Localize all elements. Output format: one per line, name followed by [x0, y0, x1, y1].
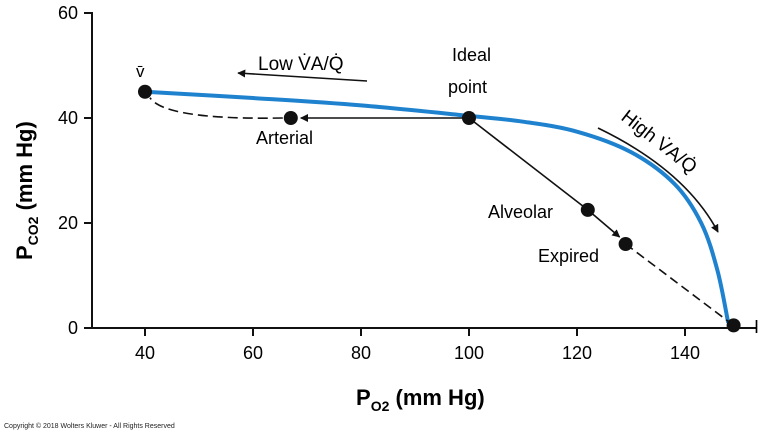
- label-expired: Expired: [538, 246, 599, 266]
- label-high-va-q: High V̇A/Q̇: [617, 106, 701, 178]
- expired-to-inspired-dashed-line: [625, 243, 735, 327]
- y-axis-title: PCO2 (mm Hg): [12, 121, 41, 260]
- low-va-q-arrow: [237, 69, 368, 82]
- label-low-va-q: Low V̇A/Q̇: [258, 54, 344, 75]
- ideal-to-alveolar-line: [468, 117, 589, 211]
- y-tick-label: 60: [58, 3, 78, 23]
- expired-point: [618, 237, 633, 251]
- label-inspired: I: [754, 317, 759, 337]
- ideal-point: [462, 111, 476, 125]
- y-tick-label: 20: [58, 213, 78, 233]
- y-tick-label: 40: [58, 108, 78, 128]
- label-arterial: Arterial: [256, 128, 313, 148]
- y-tick-label: 0: [68, 318, 78, 338]
- label-alveolar: Alveolar: [488, 202, 553, 222]
- x-tick-label: 120: [562, 343, 592, 363]
- label-ideal-line2: point: [448, 77, 487, 97]
- x-tick-label: 40: [135, 343, 155, 363]
- high-va-q-arrow: [597, 127, 719, 233]
- copyright-notice: Copyright © 2018 Wolters Kluwer - All Ri…: [4, 423, 175, 430]
- va-q-curve: [144, 89, 731, 324]
- x-tick-label: 60: [243, 343, 263, 363]
- inspired-point: [726, 318, 741, 333]
- venous-admixture-dashed-line: [149, 97, 283, 119]
- x-tick-label: 140: [670, 343, 700, 363]
- mixed-venous-point: [138, 84, 152, 99]
- alveolar-point: [580, 202, 595, 217]
- label-vbar: v̄: [136, 62, 145, 81]
- arterial-point: [283, 111, 298, 125]
- x-tick-label: 80: [351, 343, 371, 363]
- x-axis-title: PO2 (mm Hg): [356, 385, 485, 414]
- x-tick-label: 100: [454, 343, 484, 363]
- label-ideal-line1: Ideal: [452, 45, 491, 65]
